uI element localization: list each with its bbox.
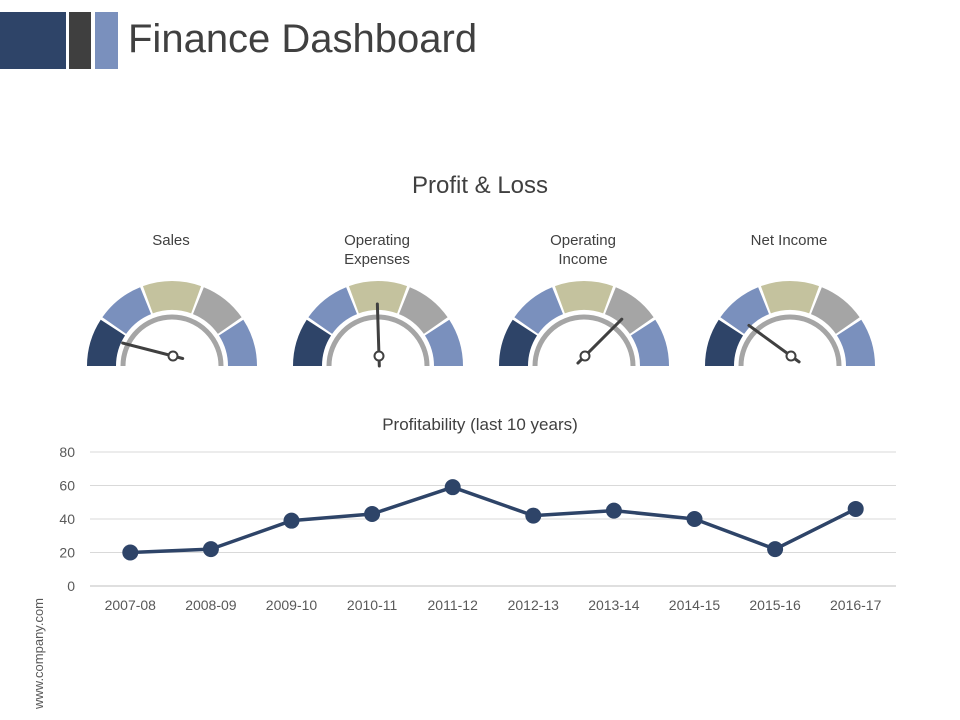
profitability-line-chart: Profitability (last 10 years) 0 20 40 60 80 20…: [59, 415, 896, 613]
header-accent-block-dark: [69, 12, 91, 69]
gauge-label-operating-income: Operating Income: [550, 232, 616, 268]
y-tick-label: 40: [59, 511, 75, 527]
data-point: [283, 512, 300, 529]
gauge-segment: [720, 287, 770, 334]
gauge-needle-hub: [167, 350, 179, 362]
x-tick-label: 2015-16: [749, 597, 801, 613]
data-point: [605, 502, 622, 519]
gauge-segment: [630, 319, 669, 366]
gauge-segment: [348, 281, 408, 314]
x-tick-label: 2008-09: [185, 597, 237, 613]
gauge-inner-ring: [532, 314, 636, 367]
gauge-needle-hub: [785, 350, 797, 362]
y-tick-label: 60: [59, 478, 75, 494]
data-point: [444, 479, 461, 496]
gauge-segment: [760, 281, 820, 314]
company-watermark: www.company.com: [31, 597, 46, 709]
gauge-segment: [499, 319, 538, 366]
x-tick-label: 2010-11: [347, 597, 398, 613]
gauge-sales: [87, 281, 257, 367]
x-tick-label: 2016-17: [830, 597, 882, 613]
gauge-segment: [514, 287, 564, 334]
gauge-segment: [308, 287, 358, 334]
header-accent-block-blue: [95, 12, 118, 69]
y-tick-label: 80: [59, 444, 75, 460]
gauge-segment: [604, 287, 654, 334]
gauge-inner-ring: [738, 314, 842, 367]
x-tick-label: 2009-10: [266, 597, 318, 613]
section-title: Profit & Loss: [411, 172, 549, 199]
data-point: [364, 505, 381, 522]
gauge-segment: [424, 319, 463, 366]
gauge-segment: [142, 281, 202, 314]
x-tick-label: 2014-15: [669, 597, 721, 613]
gauge-segment: [836, 319, 875, 366]
gauge-net-income: [705, 281, 875, 367]
gauge-segment: [102, 287, 152, 334]
gauge-needle-hub: [373, 350, 385, 362]
series-line: [130, 485, 857, 555]
gauge-operating-income: [499, 281, 669, 367]
gauge-segment: [87, 319, 126, 366]
x-tick-label: 2012-13: [508, 597, 560, 613]
gauge-operating-expenses: [293, 281, 463, 368]
gauge-segment: [293, 319, 332, 366]
gauge-label-sales: Sales: [152, 232, 190, 249]
gauge-needle-hub: [579, 350, 591, 362]
x-tick-label: 2007-08: [105, 597, 157, 613]
data-point: [847, 500, 864, 517]
gauge-label-operating-expenses: Operating Expenses: [344, 232, 410, 268]
data-point: [525, 507, 542, 524]
page-title: Finance Dashboard: [128, 17, 478, 61]
x-tick-label: 2011-12: [428, 597, 479, 613]
gauge-segment: [398, 287, 448, 334]
gauge-segment: [192, 287, 242, 334]
gauge-label-net-income: Net Income: [750, 232, 828, 249]
gauge-segment: [705, 319, 744, 366]
gauge-segment: [218, 319, 257, 366]
y-tick-label: 20: [59, 545, 75, 561]
data-point: [767, 541, 784, 558]
data-point: [202, 541, 219, 558]
data-point: [686, 511, 703, 527]
chart-title: Profitability (last 10 years): [382, 415, 578, 434]
header-accent-block-navy: [0, 12, 66, 69]
data-point: [122, 544, 139, 561]
gauge-segment: [810, 287, 860, 334]
y-tick-label: 0: [67, 578, 75, 594]
gauge-segment: [554, 281, 614, 314]
x-tick-label: 2013-14: [588, 597, 640, 613]
